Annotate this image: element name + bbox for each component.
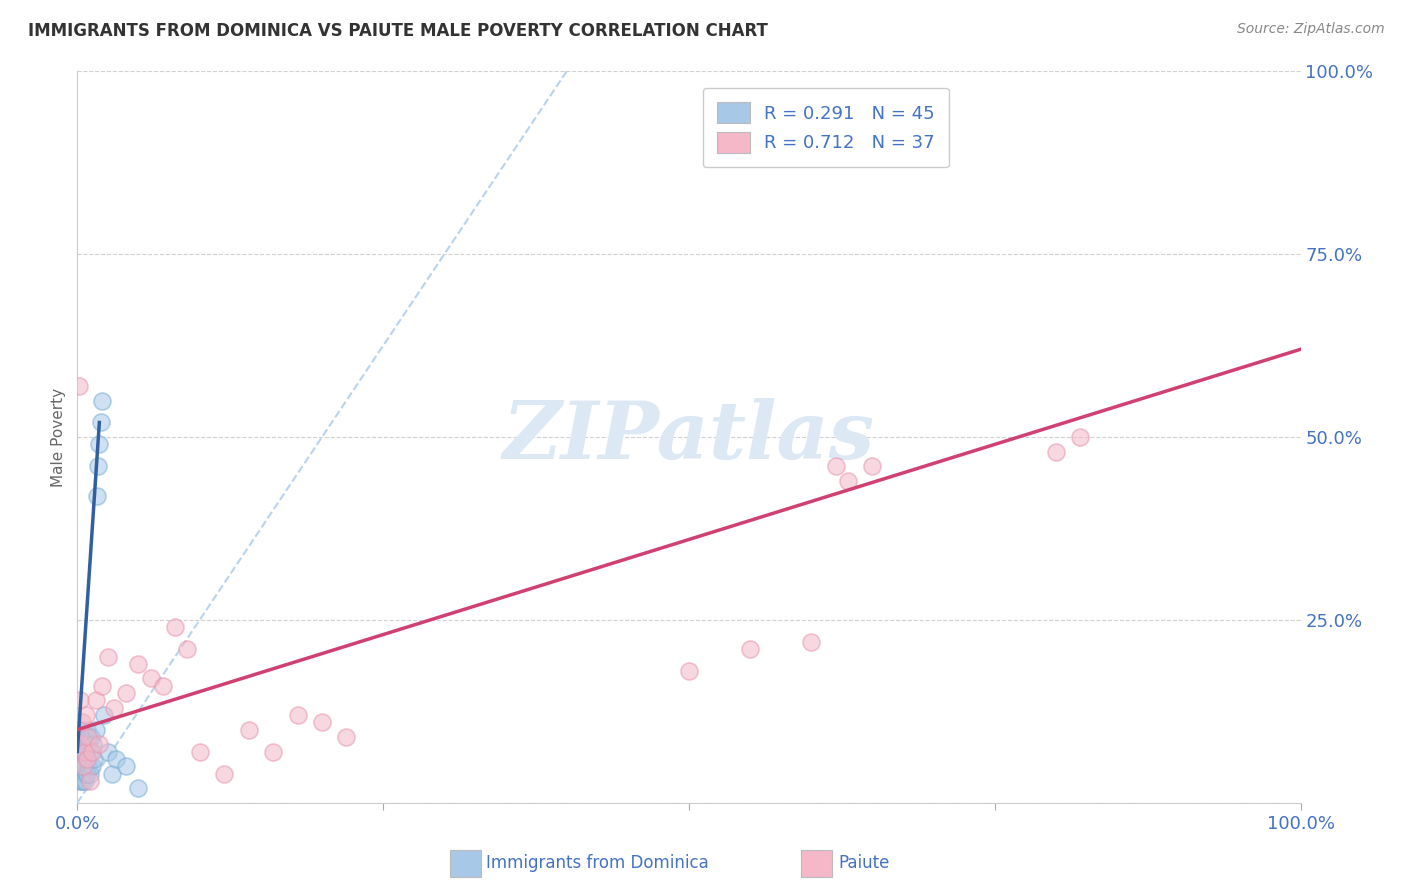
Point [152, 679, 174, 693]
Point [75, 708, 97, 723]
Point [69, 759, 91, 773]
Point [76, 752, 98, 766]
Point [80, 759, 103, 773]
Point [90, 679, 112, 693]
Point [97, 649, 120, 664]
Point [77, 759, 100, 773]
Point [73, 759, 96, 773]
Point [86, 489, 108, 503]
Point [139, 672, 162, 686]
Point [70, 766, 93, 780]
Point [89, 437, 111, 451]
Point [79, 773, 101, 788]
Point [115, 686, 138, 700]
Point [84, 723, 107, 737]
Point [69, 773, 91, 788]
Point [105, 752, 128, 766]
Point [90, 393, 112, 408]
Point [73, 773, 96, 788]
Point [127, 781, 149, 796]
Text: Paiute: Paiute [838, 855, 890, 872]
Point [70, 737, 93, 751]
Point [335, 730, 357, 744]
Point [79, 745, 101, 759]
Point [70, 759, 93, 773]
Point [77, 737, 100, 751]
Point [1045, 444, 1067, 458]
Point [70, 752, 93, 766]
Point [89, 737, 111, 751]
Point [70, 745, 93, 759]
Point [72, 759, 94, 773]
Point [115, 759, 138, 773]
Point [76, 766, 98, 780]
Point [75, 766, 97, 780]
Point [287, 708, 309, 723]
Point [70, 773, 93, 788]
Point [188, 745, 211, 759]
Point [69, 693, 91, 707]
Point [72, 745, 94, 759]
Point [862, 459, 884, 474]
Point [80, 730, 103, 744]
Point [1069, 430, 1091, 444]
Text: Immigrants from Dominica: Immigrants from Dominica [486, 855, 709, 872]
Point [76, 723, 98, 737]
Point [67, 759, 90, 773]
Point [79, 766, 101, 780]
Point [176, 642, 198, 657]
Point [127, 657, 149, 671]
Text: IMMIGRANTS FROM DOMINICA VS PAIUTE MALE POVERTY CORRELATION CHART: IMMIGRANTS FROM DOMINICA VS PAIUTE MALE … [28, 22, 768, 40]
Point [824, 459, 846, 474]
Point [212, 766, 235, 780]
Point [103, 700, 125, 714]
Point [97, 745, 120, 759]
Point [84, 693, 107, 707]
Point [73, 745, 96, 759]
Point [75, 737, 97, 751]
Point [238, 723, 260, 737]
Point [90, 416, 112, 430]
Point [311, 715, 333, 730]
Text: ZIPatlas: ZIPatlas [503, 399, 875, 475]
Point [69, 745, 91, 759]
Point [72, 759, 94, 773]
Point [93, 708, 115, 723]
Point [67, 737, 90, 751]
Y-axis label: Male Poverty: Male Poverty [51, 387, 66, 487]
Point [83, 752, 105, 766]
Point [70, 730, 93, 744]
Point [70, 737, 93, 751]
Point [70, 715, 93, 730]
Point [165, 620, 187, 634]
Point [100, 766, 122, 780]
Point [82, 737, 104, 751]
Point [73, 730, 96, 744]
Point [80, 745, 103, 759]
Point [262, 745, 284, 759]
Point [73, 745, 96, 759]
Point [76, 752, 98, 766]
Point [87, 459, 110, 474]
Legend: R = 0.291   N = 45, R = 0.712   N = 37: R = 0.291 N = 45, R = 0.712 N = 37 [703, 87, 949, 168]
Point [69, 723, 91, 737]
Point [77, 730, 100, 744]
Point [72, 773, 94, 788]
Text: Source: ZipAtlas.com: Source: ZipAtlas.com [1237, 22, 1385, 37]
Point [678, 664, 700, 678]
Point [800, 635, 823, 649]
Point [740, 642, 762, 657]
Point [67, 379, 90, 393]
Point [837, 474, 859, 488]
